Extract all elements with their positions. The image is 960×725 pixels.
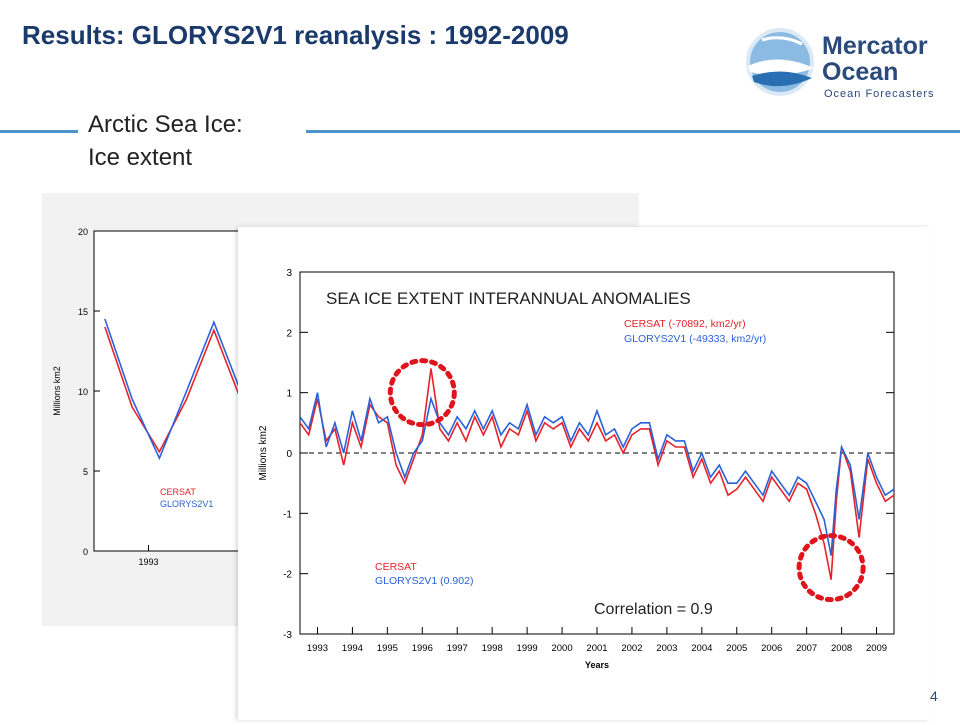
x-tick-label: 1994 xyxy=(342,643,363,654)
series-line-cersat xyxy=(299,368,895,580)
subtitle-line2: Ice extent xyxy=(88,144,193,171)
legend-entry: GLORYS2V1 xyxy=(160,499,213,509)
x-tick-label: 1996 xyxy=(412,643,433,654)
trend-legend-entry: CERSAT (-70892, km2/yr) xyxy=(624,318,746,330)
x-tick-label: 1993 xyxy=(307,643,328,654)
series-line-glorys2v1 xyxy=(299,392,895,556)
y-tick-label: 0 xyxy=(286,449,292,460)
mercator-ocean-logo: Mercator Ocean Ocean Forecasters xyxy=(742,22,942,112)
highlight-circle xyxy=(796,533,866,603)
x-tick-label: 1997 xyxy=(447,643,468,654)
y-tick-label: 20 xyxy=(78,227,88,237)
x-tick-label: 1993 xyxy=(138,557,158,567)
y-tick-label: -3 xyxy=(283,630,292,641)
y-tick-label: 2 xyxy=(286,328,292,339)
accent-rule-right xyxy=(306,130,960,133)
highlight-circle xyxy=(387,358,457,428)
x-tick-label: 2005 xyxy=(726,643,747,654)
page-number: 4 xyxy=(930,688,938,704)
chart-title: SEA ICE EXTENT INTERANNUAL ANOMALIES xyxy=(326,289,691,308)
y-tick-label: -1 xyxy=(283,509,292,520)
x-tick-label: 1995 xyxy=(377,643,398,654)
y-tick-label: 10 xyxy=(78,387,88,397)
slide-title: Results: GLORYS2V1 reanalysis : 1992-200… xyxy=(22,20,569,50)
legend-entry: CERSAT xyxy=(375,561,417,573)
x-tick-label: 2000 xyxy=(551,643,572,654)
accent-rule-left xyxy=(0,130,80,133)
trend-legend-entry: GLORYS2V1 (-49333, km2/yr) xyxy=(624,333,766,345)
x-tick-label: 2001 xyxy=(586,643,607,654)
x-tick-label: 2007 xyxy=(796,643,817,654)
y-tick-label: 5 xyxy=(83,467,88,477)
subtitle-line1: Arctic Sea Ice: xyxy=(88,111,243,138)
x-tick-label: 2009 xyxy=(866,643,887,654)
y-tick-label: -2 xyxy=(283,570,292,581)
legend-entry: CERSAT xyxy=(160,487,196,497)
legend-entry: GLORYS2V1 (0.902) xyxy=(375,575,473,587)
anomaly-chart-panel: -3 -2 -1 0 1 2 3 1993 1994 1995 1996 1997 1998 1999 20… xyxy=(238,227,930,720)
logo-tagline: Ocean Forecasters xyxy=(824,88,935,100)
logo-line1: Mercator xyxy=(822,32,928,60)
x-tick-label: 2003 xyxy=(656,643,677,654)
logo-line2: Ocean xyxy=(822,58,899,86)
x-axis-label: Years xyxy=(585,660,609,670)
ocean-globe-icon xyxy=(746,28,814,96)
y-tick-label: 15 xyxy=(78,307,88,317)
anomaly-chart: -3 -2 -1 0 1 2 3 1993 1994 1995 1996 1997 1998 1999 20… xyxy=(258,268,895,670)
x-tick-label: 2002 xyxy=(621,643,642,654)
x-tick-label: 2008 xyxy=(831,643,852,654)
y-axis-label: Millions km2 xyxy=(258,425,269,480)
y-tick-label: 3 xyxy=(286,268,292,279)
slide-subtitle: Arctic Sea Ice: Ice extent xyxy=(78,108,304,188)
x-tick-label: 1999 xyxy=(517,643,538,654)
y-tick-label: 0 xyxy=(83,547,88,557)
x-tick-label: 2006 xyxy=(761,643,782,654)
y-axis-label: Millions km2 xyxy=(52,366,62,416)
correlation-annotation: Correlation = 0.9 xyxy=(594,601,713,618)
x-tick-label: 1998 xyxy=(482,643,503,654)
x-tick-label: 2004 xyxy=(691,643,712,654)
y-tick-label: 1 xyxy=(286,389,292,400)
